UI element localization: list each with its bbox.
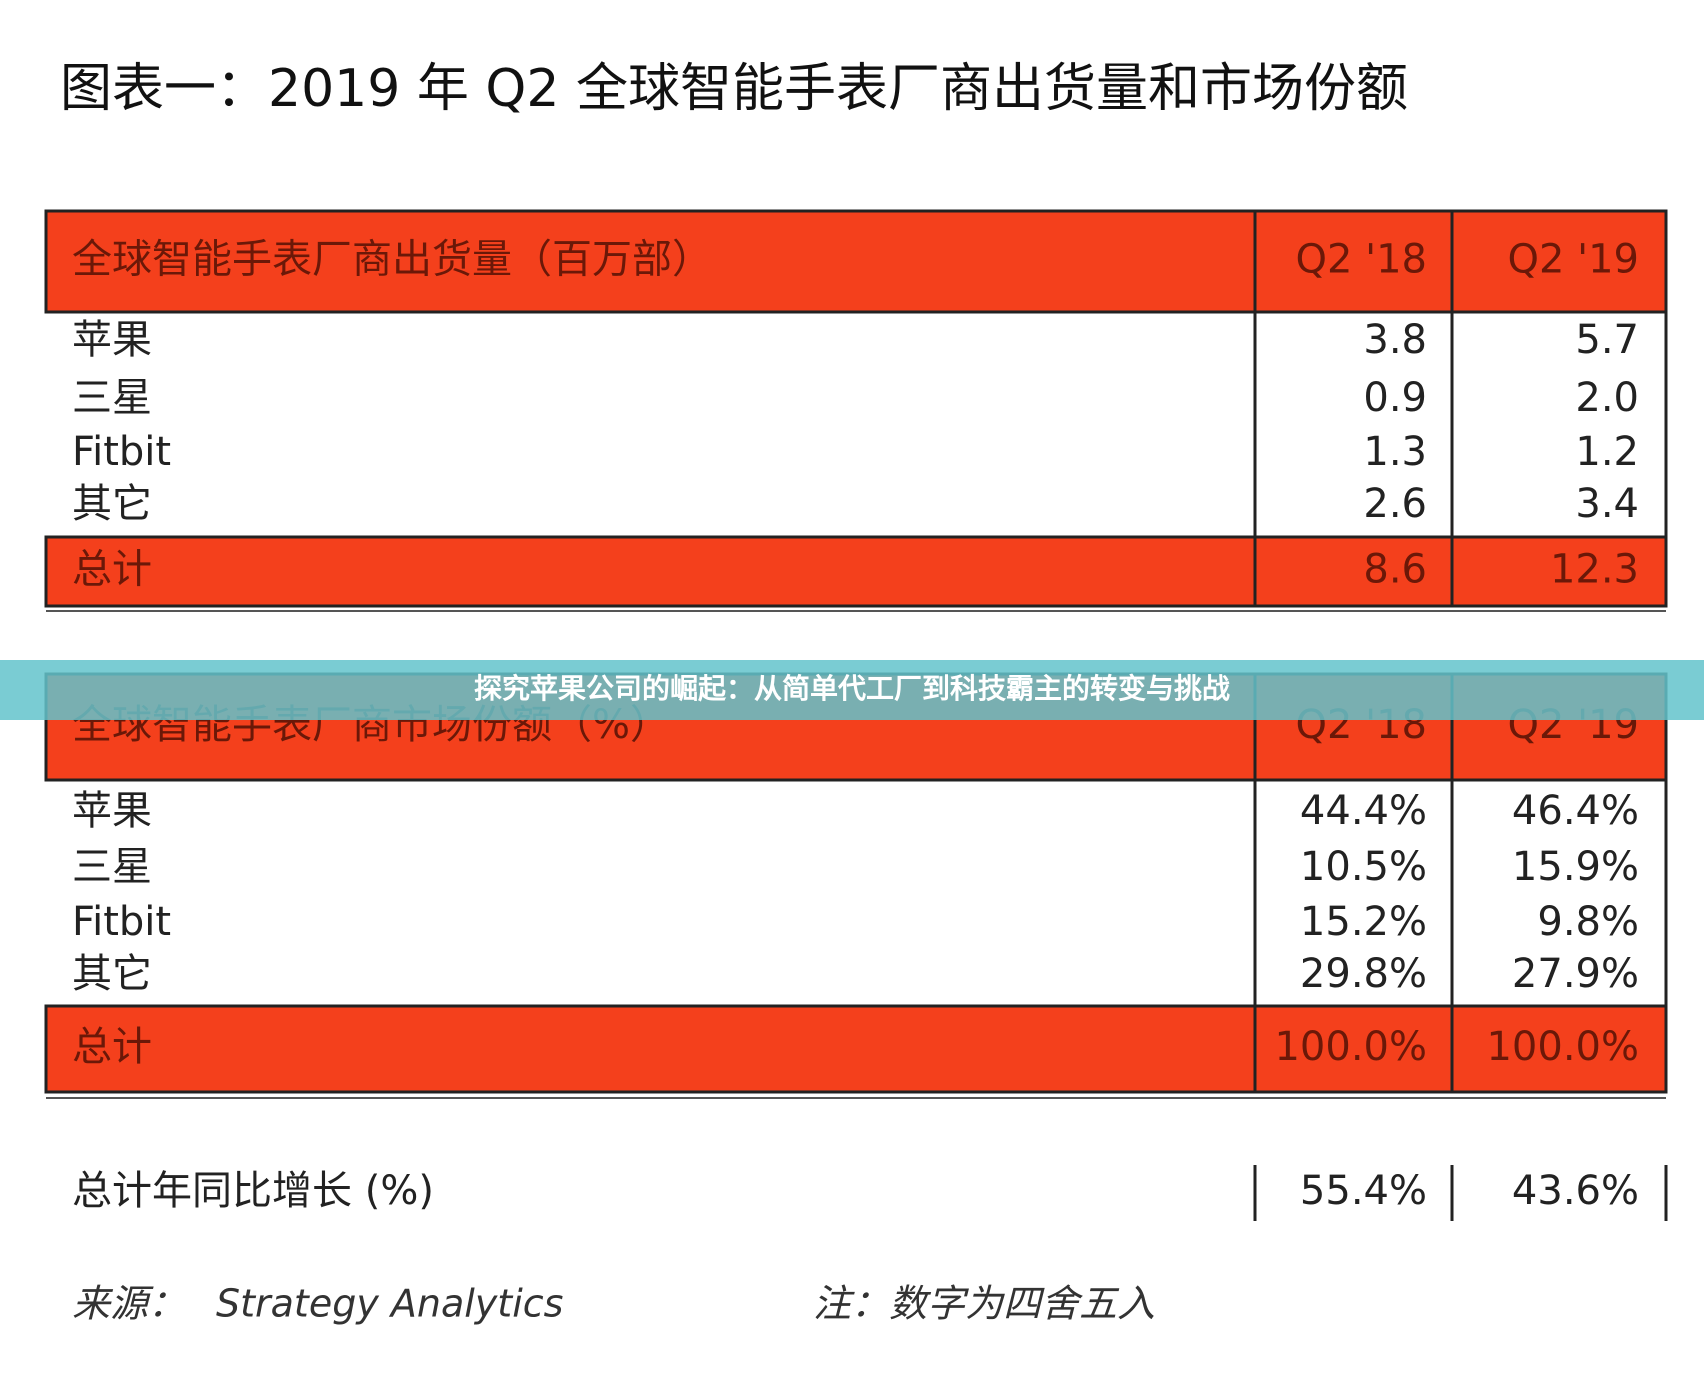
cell: 44.4%	[1300, 788, 1427, 834]
row-label: 三星	[72, 375, 152, 421]
total-label: 总计	[72, 547, 152, 593]
row-label: 三星	[72, 844, 152, 890]
header-cell: 全球智能手表厂商出货量（百万部）	[72, 237, 712, 283]
cell: 15.2%	[1300, 899, 1427, 945]
row-label: Fitbit	[72, 899, 171, 945]
total-cell: 8.6	[1363, 547, 1427, 593]
cell: 1.2	[1575, 429, 1639, 475]
cell: 2.0	[1575, 375, 1639, 421]
total-bg	[44, 535, 1668, 608]
growth-cell: 43.6%	[1512, 1168, 1639, 1214]
cell: 3.8	[1363, 317, 1427, 363]
cell: 46.4%	[1512, 788, 1639, 834]
source-label: 来源：	[72, 1282, 186, 1326]
row-label: Fitbit	[72, 429, 171, 475]
row-label: 其它	[72, 481, 152, 527]
total-cell: 100.0%	[1486, 1024, 1639, 1070]
source-name: Strategy Analytics	[216, 1282, 563, 1326]
cell: 27.9%	[1512, 951, 1639, 997]
cell: 5.7	[1575, 317, 1639, 363]
total-bg	[44, 1004, 1668, 1094]
cell: 2.6	[1363, 481, 1427, 527]
header-bg	[44, 209, 1668, 314]
growth-label: 总计年同比增长 (%)	[72, 1168, 434, 1214]
row-label: 苹果	[72, 788, 152, 834]
row-label: 其它	[72, 951, 152, 997]
banner-bg	[0, 660, 1704, 720]
header-cell: Q2 '19	[1507, 237, 1639, 283]
cell: 1.3	[1363, 429, 1427, 475]
cell: 0.9	[1363, 375, 1427, 421]
cell: 3.4	[1575, 481, 1639, 527]
title: 图表一：2019 年 Q2 全球智能手表厂商出货量和市场份额	[60, 59, 1408, 119]
cell: 15.9%	[1512, 844, 1639, 890]
row-label: 苹果	[72, 317, 152, 363]
cell: 9.8%	[1537, 899, 1639, 945]
header-cell: Q2 '18	[1295, 237, 1427, 283]
cell: 29.8%	[1300, 951, 1427, 997]
total-label: 总计	[72, 1024, 152, 1070]
total-cell: 100.0%	[1274, 1024, 1427, 1070]
total-cell: 12.3	[1550, 547, 1639, 593]
note: 注：数字为四舍五入	[813, 1282, 1155, 1326]
growth-cell: 55.4%	[1300, 1168, 1427, 1214]
banner-text: 探究苹果公司的崛起：从简单代工厂到科技霸主的转变与挑战	[474, 672, 1230, 705]
cell: 10.5%	[1300, 844, 1427, 890]
